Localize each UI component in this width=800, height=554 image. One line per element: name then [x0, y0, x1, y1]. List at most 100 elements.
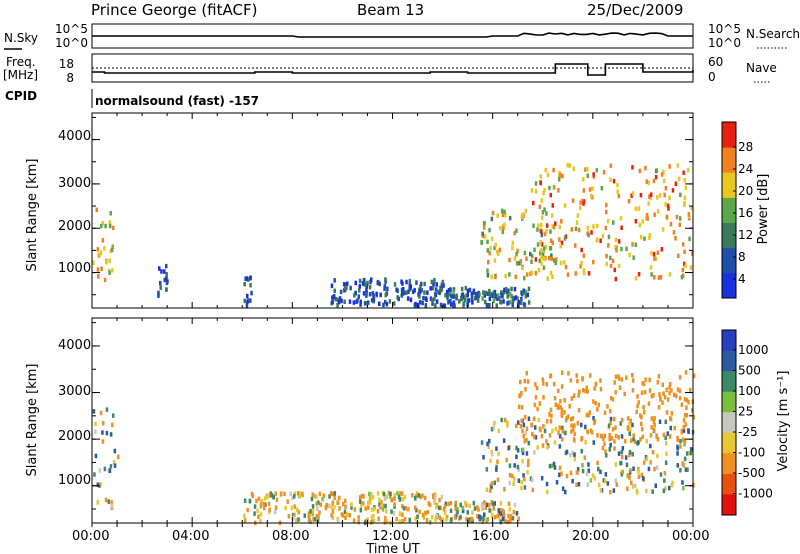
- velocity-cell: [623, 391, 626, 397]
- power-cell: [638, 168, 642, 174]
- velocity-cell: [527, 458, 530, 464]
- velocity-cell: [671, 480, 674, 486]
- power-cell: [438, 290, 441, 296]
- velocity-cell: [454, 500, 458, 506]
- power-cell: [530, 270, 534, 276]
- power-y-label: Slant Range [km]: [25, 159, 40, 272]
- velocity-cell: [435, 504, 438, 509]
- velocity-cell: [502, 512, 506, 518]
- power-cell: [406, 296, 410, 301]
- velocity-cell: [372, 514, 375, 519]
- power-cell: [524, 289, 527, 295]
- power-cell: [530, 253, 534, 259]
- velocity-cell: [682, 418, 686, 423]
- velocity-cell: [580, 435, 584, 441]
- velocity-cell: [628, 422, 631, 427]
- velocity-cell: [653, 416, 656, 421]
- power-cell: [447, 292, 451, 297]
- power-cell: [653, 212, 656, 217]
- velocity-cell: [378, 497, 381, 503]
- power-cell: [165, 271, 168, 277]
- velocity-cell: [504, 518, 507, 524]
- power-cell: [543, 207, 546, 212]
- velocity-cell: [664, 486, 667, 491]
- power-cell: [582, 201, 585, 206]
- velocity-cell: [666, 397, 670, 402]
- power-cell: [517, 303, 520, 308]
- power-cell: [503, 209, 506, 215]
- power-cell: [488, 250, 491, 256]
- power-cell: [472, 290, 475, 295]
- power-cell: [487, 259, 490, 265]
- velocity-cell: [637, 400, 640, 405]
- velocity-cell: [658, 419, 662, 424]
- power-cell: [638, 222, 641, 228]
- velocity-cell: [632, 466, 635, 471]
- power-cell: [109, 211, 112, 216]
- power-cell: [249, 282, 252, 288]
- velocity-colorbar-swatch: [722, 412, 736, 434]
- power-cell: [545, 229, 548, 234]
- velocity-cell: [545, 419, 549, 424]
- power-cell: [331, 300, 334, 305]
- velocity-cell: [517, 478, 521, 483]
- power-cell: [584, 167, 587, 172]
- velocity-cell: [505, 457, 508, 463]
- velocity-cell: [243, 513, 246, 519]
- velocity-cell: [684, 370, 688, 375]
- velocity-cell: [614, 374, 618, 379]
- power-cell: [543, 256, 546, 262]
- velocity-cell: [499, 508, 503, 513]
- power-cell: [502, 299, 505, 304]
- velocity-colorbar-swatch: [722, 453, 736, 475]
- power-cell: [511, 302, 514, 308]
- velocity-cell: [295, 518, 298, 523]
- velocity-cell: [680, 402, 684, 407]
- velocity-cell: [650, 393, 654, 399]
- velocity-cell: [607, 423, 611, 428]
- velocity-cell: [679, 468, 682, 473]
- velocity-cell: [362, 494, 365, 499]
- power-cell: [488, 296, 492, 302]
- power-cell: [372, 297, 376, 303]
- velocity-cell: [631, 373, 634, 378]
- velocity-cell: [468, 518, 472, 524]
- power-cell: [440, 282, 443, 288]
- power-cell: [647, 201, 650, 206]
- power-colorbar-tick: 24: [738, 162, 753, 176]
- power-cell: [159, 280, 162, 286]
- power-cell: [645, 213, 649, 218]
- power-cell: [486, 273, 490, 278]
- velocity-cell: [383, 496, 387, 502]
- velocity-cell: [676, 463, 679, 468]
- velocity-cell: [382, 503, 385, 509]
- velocity-cell: [569, 470, 573, 476]
- power-cell: [434, 291, 437, 297]
- power-cell: [691, 251, 694, 256]
- velocity-cell: [584, 424, 587, 430]
- power-cell: [551, 274, 554, 279]
- velocity-cell: [259, 518, 262, 524]
- velocity-cell: [411, 493, 414, 498]
- velocity-cell: [94, 453, 98, 459]
- power-cell: [458, 299, 461, 304]
- power-colorbar-tick: 8: [738, 250, 746, 264]
- power-cell: [611, 258, 615, 264]
- power-cell: [582, 253, 586, 258]
- velocity-cell: [415, 507, 418, 513]
- velocity-cell: [573, 431, 576, 437]
- power-cell: [649, 265, 653, 270]
- velocity-cell: [606, 481, 610, 486]
- velocity-cell: [370, 514, 374, 519]
- power-cell: [357, 294, 360, 299]
- velocity-cell: [680, 429, 683, 435]
- velocity-cell: [99, 482, 102, 487]
- power-cell: [631, 191, 635, 196]
- power-cell: [515, 228, 518, 233]
- power-cell: [549, 229, 552, 234]
- velocity-cell: [477, 507, 480, 512]
- power-cell: [493, 258, 497, 263]
- velocity-cell: [506, 519, 509, 525]
- velocity-cell: [414, 516, 417, 521]
- power-cell: [491, 293, 494, 298]
